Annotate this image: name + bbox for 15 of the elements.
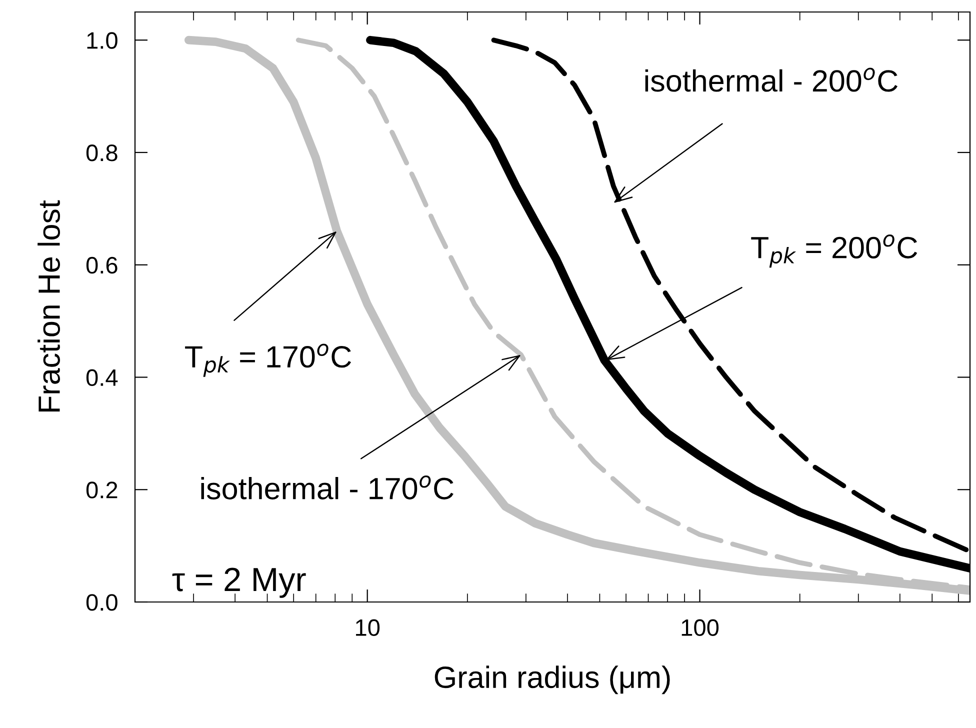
x-tick-label: 10 xyxy=(356,619,380,636)
annotation: isothermal - 170$^{o}$C xyxy=(201,475,454,500)
y-tick-label: 0.8 xyxy=(86,144,118,162)
y-tick-label: 0.6 xyxy=(86,256,118,274)
y-tick-label: 0.4 xyxy=(86,369,118,386)
y-tick-label: 1.0 xyxy=(87,32,118,49)
annotation: T$_{pk}$ = 200$^{o}$C xyxy=(751,234,918,268)
annotation: τ = 2 Myr xyxy=(172,568,306,598)
y-axis-title: Fraction He lost xyxy=(38,200,60,412)
y-tick-label: 0.0 xyxy=(86,594,118,611)
y-tick-label: 0.2 xyxy=(86,482,118,498)
x-tick-label: 100 xyxy=(682,619,719,636)
x-axis-title: Grain radius (μm) xyxy=(434,666,670,694)
annotation: T$_{pk}$ = 170$^{o}$C xyxy=(185,344,352,377)
annotation: isothermal - 200$^{o}$C xyxy=(645,68,898,92)
